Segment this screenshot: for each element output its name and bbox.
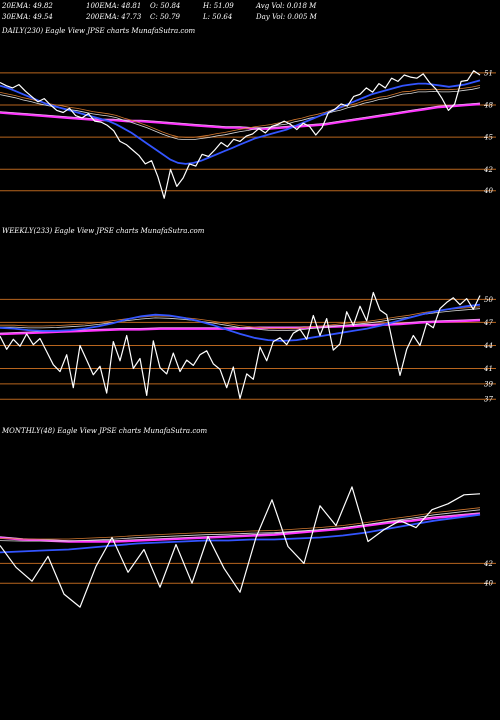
- weekly-level-label-44: 44: [483, 342, 493, 350]
- daily-chart-panel: DAILY(230) Eagle View JPSE charts Munafa…: [0, 27, 496, 199]
- weekly-ema-slow-line: [0, 318, 481, 336]
- monthly-chart-panel: MONTHLY(48) Eagle View JPSE charts Munaf…: [0, 427, 496, 608]
- monthly-chart-title: MONTHLY(48) Eagle View JPSE charts Munaf…: [1, 427, 207, 435]
- high-label: H: 51.09: [202, 2, 234, 10]
- weekly-ema-fast-line: [0, 303, 481, 342]
- close-label: C: 50.79: [150, 13, 181, 21]
- ema100-label: 100EMA: 48.81: [86, 2, 141, 10]
- weekly-ema-long-line: [0, 306, 481, 330]
- weekly-chart-title: WEEKLY(233) Eagle View JPSE charts Munaf…: [2, 227, 205, 235]
- monthly-ema-slow-line: [0, 512, 481, 543]
- daily-level-label-40: 40: [483, 187, 493, 195]
- weekly-level-label-50: 50: [484, 296, 493, 304]
- weekly-level-label-37: 37: [484, 396, 493, 404]
- avg-vol-label: Avg Vol: 0.018 M: [255, 2, 317, 10]
- ema200-label: 200EMA: 47.73: [85, 13, 142, 21]
- daily-level-label-51: 51: [484, 69, 493, 77]
- monthly-ema-mid-line: [0, 509, 481, 542]
- daily-level-label-48: 48: [483, 102, 493, 110]
- open-label: O: 50.84: [150, 2, 180, 10]
- monthly-level-label-42: 42: [483, 560, 493, 568]
- weekly-ema-mid-line: [0, 308, 481, 331]
- daily-level-label-45: 45: [483, 134, 493, 142]
- weekly-level-label-47: 47: [483, 319, 493, 327]
- weekly-level-label-39: 39: [484, 380, 493, 388]
- daily-ema-mid-line: [0, 87, 481, 141]
- daily-ema-fast-line: [0, 79, 481, 165]
- daily-ema-slow-line: [0, 102, 481, 130]
- daily-level-label-42: 42: [483, 166, 493, 174]
- daily-chart-title: DAILY(230) Eagle View JPSE charts Munafa…: [1, 27, 196, 35]
- ema30-label: 30EMA: 49.54: [2, 13, 53, 21]
- ema20-label: 20EMA: 49.82: [1, 2, 53, 10]
- ema-stats-header: 20EMA: 49.82 100EMA: 48.81 O: 50.84 H: 5…: [1, 2, 318, 21]
- monthly-price-line: [0, 486, 481, 608]
- day-vol-label: Day Vol: 0.005 M: [255, 13, 318, 21]
- weekly-price-line: [0, 291, 481, 400]
- monthly-ema-fast-line: [0, 513, 481, 554]
- monthly-level-label-40: 40: [483, 580, 493, 588]
- weekly-level-label-41: 41: [483, 365, 493, 373]
- daily-price-line: [0, 70, 481, 199]
- low-label: L: 50.64: [202, 13, 232, 21]
- weekly-chart-panel: WEEKLY(233) Eagle View JPSE charts Munaf…: [0, 227, 496, 404]
- daily-ema-long-line: [0, 85, 481, 138]
- monthly-ema-long-line: [0, 507, 481, 540]
